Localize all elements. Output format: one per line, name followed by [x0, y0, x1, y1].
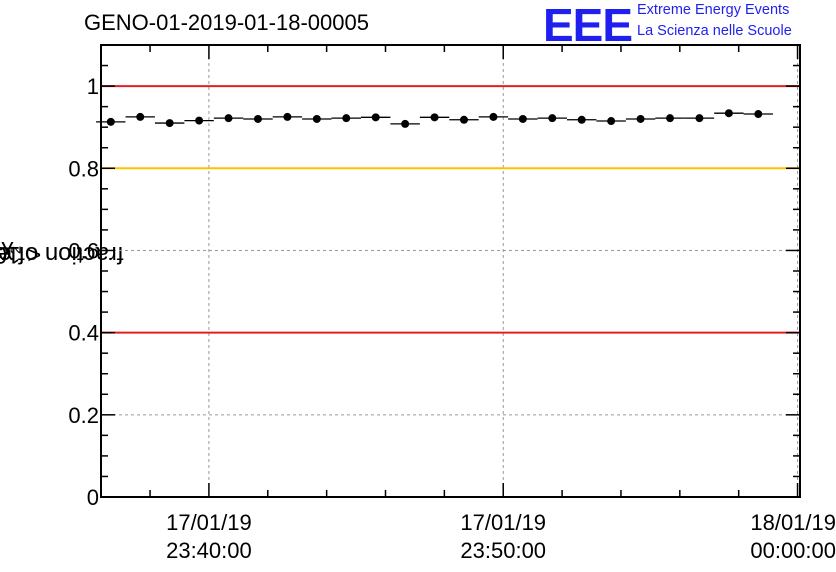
- y-tick-label: 0: [87, 485, 99, 510]
- data-point: [695, 114, 704, 123]
- y-tick-label: 0.8: [68, 156, 99, 181]
- data-point: [636, 114, 645, 123]
- x-tick-date-label: 17/01/19: [460, 510, 546, 535]
- data-point: [165, 119, 174, 128]
- y-tick-label: 0.2: [68, 403, 99, 428]
- y-tick-label: 0.4: [68, 321, 99, 346]
- data-point: [607, 117, 616, 126]
- data-point: [253, 114, 262, 123]
- eee-logo: EEE: [543, 0, 633, 51]
- logo-line-1: Extreme Energy Events: [637, 2, 790, 18]
- y-tick-label: 0.6: [68, 238, 99, 263]
- data-point: [754, 110, 763, 119]
- data-point: [342, 114, 351, 123]
- x-tick-date-label: 17/01/19: [166, 510, 252, 535]
- y-tick-label: 1: [87, 74, 99, 99]
- data-point: [459, 115, 468, 124]
- data-point: [518, 114, 527, 123]
- data-point: [195, 116, 204, 125]
- logo-line-2: La Scienza nelle Scuole: [637, 23, 792, 39]
- x-tick-date-label: 18/01/19: [750, 510, 836, 535]
- data-point: [548, 114, 557, 123]
- data-point: [106, 117, 115, 126]
- data-point: [136, 112, 145, 121]
- x-tick-time-label: 00:00:00: [750, 538, 836, 563]
- data-point: [312, 114, 321, 123]
- data-point: [666, 114, 675, 123]
- x-tick-time-label: 23:40:00: [166, 538, 252, 563]
- data-point: [283, 112, 292, 121]
- data-point: [401, 119, 410, 128]
- x-tick-time-label: 23:50:00: [460, 538, 546, 563]
- data-point: [430, 113, 439, 122]
- data-point: [224, 114, 233, 123]
- data-point: [489, 112, 498, 121]
- plot-frame: [100, 44, 801, 498]
- data-point: [724, 109, 733, 118]
- chart-title: GENO-01-2019-01-18-00005: [84, 10, 369, 35]
- data-point: [577, 115, 586, 124]
- data-point: [371, 113, 380, 122]
